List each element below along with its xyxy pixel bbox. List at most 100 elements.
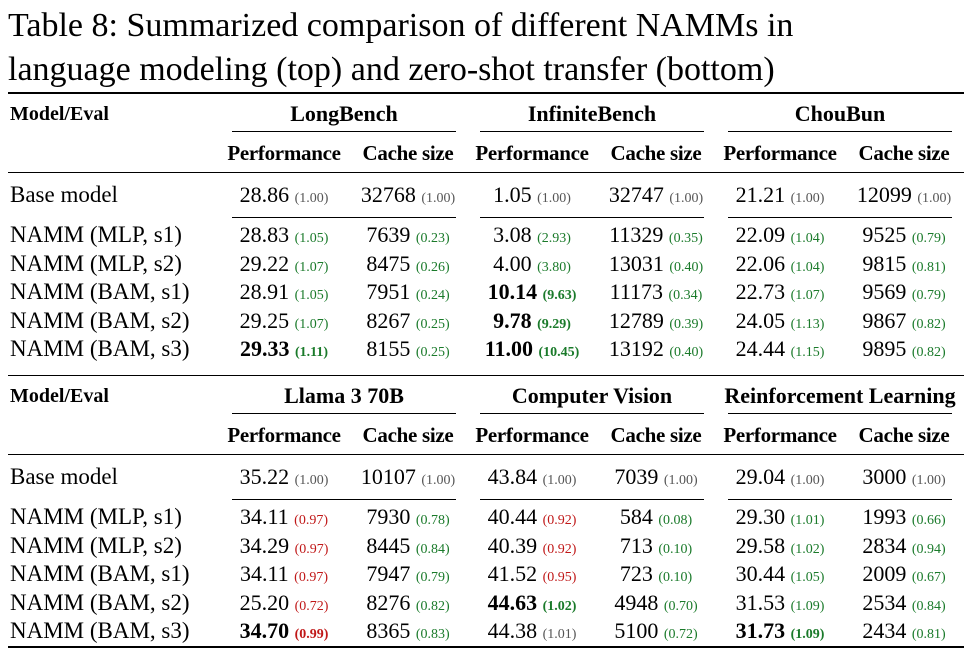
table-cell: 22.73 (1.07) bbox=[716, 278, 844, 307]
cell-value: 3000 bbox=[862, 464, 907, 489]
group-header: LongBench bbox=[220, 94, 468, 134]
cell-value: 11.00 bbox=[484, 336, 533, 362]
cell-value: 22.09 bbox=[735, 222, 786, 248]
cell-value: 5100 bbox=[614, 618, 659, 644]
table-cell: 4.00 (3.80) bbox=[468, 250, 596, 279]
cell-ratio: (0.10) bbox=[658, 541, 693, 557]
table-cell: 29.04 (1.00) bbox=[716, 455, 844, 499]
table-row: NAMM (BAM, s1) 34.11 (0.97) 7947 (0.79) 41.… bbox=[8, 560, 964, 589]
group-header: Llama 3 70B bbox=[220, 376, 468, 416]
column-header: Performance bbox=[227, 140, 341, 165]
cell-value: 30.44 bbox=[735, 561, 786, 587]
table-cell: 9895 (0.82) bbox=[844, 335, 964, 364]
table-cell: 44.38 (1.01) bbox=[468, 617, 596, 647]
table-row: NAMM (BAM, s3) 29.33 (1.11) 8155 (0.25) 11.… bbox=[8, 335, 964, 364]
zero-shot-transfer-table: Model/Eval Llama 3 70B Computer Vision R… bbox=[8, 375, 964, 649]
cell-value: 9815 bbox=[862, 250, 907, 276]
cell-value: 9525 bbox=[862, 222, 907, 248]
table-caption: Table 8: Summarized comparison of differ… bbox=[8, 4, 963, 92]
table-cell: 10.14 (9.63) bbox=[468, 278, 596, 307]
group-header: Computer Vision bbox=[468, 376, 716, 416]
cell-value: 43.84 bbox=[487, 464, 538, 489]
cell-value: 2434 bbox=[862, 618, 907, 644]
cell-value: 3.08 bbox=[493, 222, 532, 248]
row-label: NAMM (MLP, s1) bbox=[10, 222, 182, 248]
cell-value: 1.05 bbox=[493, 182, 532, 207]
cell-value: 7947 bbox=[366, 561, 411, 587]
table-cell: 8445 (0.84) bbox=[348, 532, 468, 561]
cell-value: 9.78 bbox=[493, 307, 532, 333]
table-cell: 7951 (0.24) bbox=[348, 278, 468, 307]
cell-value: 11329 bbox=[609, 222, 664, 248]
caption-line-2: language modeling (top) and zero-shot tr… bbox=[8, 51, 775, 88]
cell-value: 40.44 bbox=[487, 504, 538, 530]
cell-ratio: (1.00) bbox=[911, 473, 946, 488]
cell-ratio: (0.08) bbox=[658, 513, 693, 529]
table-cell: 28.91 (1.05) bbox=[220, 278, 348, 307]
table-cell: 24.05 (1.13) bbox=[716, 307, 844, 336]
table-cell: 31.53 (1.09) bbox=[716, 589, 844, 618]
table-row: NAMM (MLP, s1) 28.83 (1.05) 7639 (0.23) 3.0… bbox=[8, 217, 964, 250]
cell-ratio: (1.01) bbox=[542, 627, 577, 643]
cell-ratio: (0.79) bbox=[415, 570, 450, 586]
table-cell: 28.83 (1.05) bbox=[220, 217, 348, 250]
table-cell: 713 (0.10) bbox=[596, 532, 716, 561]
table-cell: 8276 (0.82) bbox=[348, 589, 468, 618]
cell-value: 7039 bbox=[614, 464, 659, 489]
cell-ratio: (1.04) bbox=[790, 259, 825, 275]
table-cell: 12789 (0.39) bbox=[596, 307, 716, 336]
cell-ratio: (0.84) bbox=[415, 541, 450, 557]
cell-ratio: (1.09) bbox=[790, 627, 825, 643]
cell-ratio: (0.34) bbox=[668, 288, 703, 304]
cell-value: 29.58 bbox=[735, 532, 786, 558]
cell-value: 28.86 bbox=[239, 182, 290, 207]
table-cell: 13031 (0.40) bbox=[596, 250, 716, 279]
cell-ratio: (2.93) bbox=[537, 231, 571, 247]
row-label: NAMM (BAM, s1) bbox=[10, 561, 190, 587]
table-cell: 32747 (1.00) bbox=[596, 173, 716, 217]
cell-value: 584 bbox=[619, 504, 653, 530]
group-header: ChouBun bbox=[716, 94, 964, 134]
cell-ratio: (1.00) bbox=[917, 191, 952, 206]
table-cell: 21.21 (1.00) bbox=[716, 173, 844, 217]
table-row: NAMM (MLP, s2) 34.29 (0.97) 8445 (0.84) 40.… bbox=[8, 532, 964, 561]
table-cell: 43.84 (1.00) bbox=[468, 455, 596, 499]
cell-value: 10107 bbox=[360, 464, 416, 489]
cell-ratio: (1.00) bbox=[669, 191, 704, 206]
table-cell: 35.22 (1.00) bbox=[220, 455, 348, 499]
row-label: NAMM (BAM, s1) bbox=[10, 279, 190, 305]
cell-value: 29.30 bbox=[735, 504, 786, 530]
row-label: NAMM (BAM, s2) bbox=[10, 307, 190, 333]
table-cell: 31.73 (1.09) bbox=[716, 617, 844, 647]
column-header: Cache size bbox=[362, 140, 454, 165]
table-cell: 3000 (1.00) bbox=[844, 455, 964, 499]
cell-ratio: (1.01) bbox=[790, 513, 825, 529]
caption-line-1: Table 8: Summarized comparison of differ… bbox=[8, 7, 794, 44]
table-cell: 44.63 (1.02) bbox=[468, 589, 596, 618]
column-header: Performance bbox=[723, 422, 837, 447]
cell-value: 2534 bbox=[862, 589, 907, 615]
cell-ratio: (1.09) bbox=[790, 598, 825, 614]
cell-ratio: (0.25) bbox=[415, 316, 450, 332]
table-cell: 41.52 (0.95) bbox=[468, 560, 596, 589]
table-cell: 2834 (0.94) bbox=[844, 532, 964, 561]
cell-ratio: (1.00) bbox=[542, 473, 577, 488]
column-header: Cache size bbox=[858, 140, 950, 165]
table-cell: 13192 (0.40) bbox=[596, 335, 716, 364]
cell-ratio: (0.78) bbox=[415, 513, 450, 529]
table-row: NAMM (BAM, s1) 28.91 (1.05) 7951 (0.24) 10.… bbox=[8, 278, 964, 307]
cell-value: 22.73 bbox=[735, 279, 786, 305]
column-header: Cache size bbox=[362, 422, 454, 447]
cell-value: 4.00 bbox=[493, 250, 532, 276]
column-header: Performance bbox=[475, 140, 589, 165]
cell-ratio: (0.97) bbox=[294, 513, 328, 529]
cell-ratio: (1.13) bbox=[790, 316, 825, 332]
cell-value: 34.11 bbox=[239, 561, 289, 587]
table-cell: 29.25 (1.07) bbox=[220, 307, 348, 336]
cell-ratio: (9.63) bbox=[542, 288, 577, 304]
cell-ratio: (0.92) bbox=[542, 541, 577, 557]
cell-ratio: (0.67) bbox=[911, 570, 946, 586]
cell-ratio: (1.07) bbox=[790, 288, 825, 304]
table-cell: 29.33 (1.11) bbox=[220, 335, 348, 364]
cell-value: 31.73 bbox=[735, 618, 786, 644]
